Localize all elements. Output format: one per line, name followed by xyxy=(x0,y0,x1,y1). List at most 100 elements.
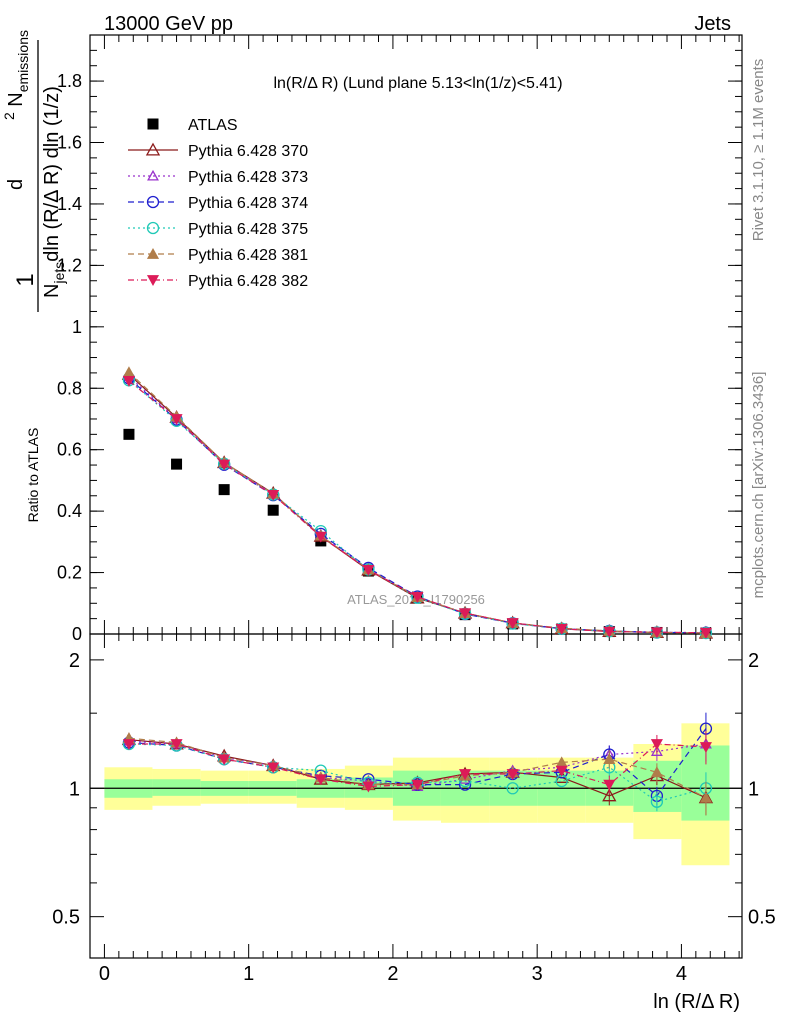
ratio-y-tick-label-right: 1 xyxy=(748,778,759,800)
legend-entry: ATLAS xyxy=(147,117,238,134)
data-point xyxy=(650,627,663,639)
y-tick-label: 0.8 xyxy=(57,378,82,398)
x-tick-label: 3 xyxy=(532,963,543,985)
ratio-y-tick-label-right: 0.5 xyxy=(748,907,776,929)
ratio-point xyxy=(506,782,519,795)
ratio-y-tick-label: 0.5 xyxy=(52,907,80,929)
legend-label: Pythia 6.428 375 xyxy=(188,221,308,238)
data-point xyxy=(603,626,616,638)
x-axis-label: ln (R/Δ R) xyxy=(653,991,740,1013)
legend-marker xyxy=(147,118,159,130)
ratio-y-tick-label: 1 xyxy=(69,778,80,800)
ratio-point xyxy=(650,739,663,751)
ratio-series-layer xyxy=(121,712,714,816)
y-tick-label: 1.2 xyxy=(57,255,82,275)
ratio-bands xyxy=(90,723,742,866)
ratio-point xyxy=(506,769,519,781)
legend-marker xyxy=(146,195,160,209)
y-axis-label-numerator: 2 Nemissionsd xyxy=(1,30,31,190)
legend-entry: Pythia 6.428 382 xyxy=(128,273,308,290)
y-tick-label: 0 xyxy=(72,624,82,644)
plot-title: ln(R/Δ R) (Lund plane 5.13<ln(1/z)<5.41) xyxy=(273,75,562,92)
ratio-point xyxy=(218,754,231,766)
ratio-point xyxy=(603,753,616,765)
legend-marker xyxy=(147,169,159,181)
y-axis-label: 1 Njetsdln (R/Δ R) dln (1/z) 2 Nemission… xyxy=(1,30,67,312)
ratio-y-tick-label: 2 xyxy=(69,650,80,672)
legend-label: Pythia 6.428 374 xyxy=(188,195,308,212)
ratio-point xyxy=(650,766,663,778)
axes: 0 0.2 0.4 0.6 0.8 1 1.2 1.4 1.6 1.8 0.5 0.5 1 1 2 2 0 1 2 3… xyxy=(52,35,776,985)
ratio-point xyxy=(603,779,616,791)
legend-label: Pythia 6.428 382 xyxy=(188,273,308,290)
ratio-panel xyxy=(89,633,743,959)
legend-marker xyxy=(146,247,160,259)
legend-marker xyxy=(146,275,160,287)
ratio-point xyxy=(362,781,375,793)
legend-label: Pythia 6.428 370 xyxy=(188,143,308,160)
ratio-point xyxy=(602,788,617,802)
ratio-series-5 xyxy=(122,730,712,795)
legend-label: ATLAS xyxy=(188,117,238,134)
ratio-point xyxy=(699,742,712,753)
legend-entry: Pythia 6.428 381 xyxy=(128,247,308,264)
legend-entry: Pythia 6.428 375 xyxy=(128,221,308,238)
series-6 xyxy=(122,376,712,639)
legend-entry: Pythia 6.428 374 xyxy=(128,195,308,212)
legend-marker xyxy=(145,142,161,156)
legend-entry: Pythia 6.428 373 xyxy=(128,169,308,186)
data-point xyxy=(314,531,327,543)
ratio-frame xyxy=(89,633,743,959)
data-point xyxy=(555,623,568,635)
y-tick-label: 1.6 xyxy=(57,133,82,153)
legend-label: Pythia 6.428 381 xyxy=(188,247,308,264)
ratio-y-tick-label-right: 2 xyxy=(748,650,759,672)
data-point xyxy=(218,484,230,496)
rivet-label: Rivet 3.1.10, ≥ 1.1M events xyxy=(750,59,767,242)
ratio-point xyxy=(314,774,327,786)
ratio-point xyxy=(555,756,568,768)
legend-label: Pythia 6.428 373 xyxy=(188,169,308,186)
y-axis-label-one: 1 xyxy=(12,273,39,286)
band-inner xyxy=(152,779,201,796)
y-tick-label: 0.6 xyxy=(57,440,82,460)
ratio-point xyxy=(555,765,568,777)
legend-entry: Pythia 6.428 370 xyxy=(128,142,308,160)
ratio-point xyxy=(122,739,135,751)
ratio-point xyxy=(267,762,280,774)
x-tick-label: 4 xyxy=(676,963,687,985)
data-point xyxy=(171,458,183,470)
series-layer xyxy=(121,366,714,640)
y-tick-label: 0.2 xyxy=(57,563,82,583)
ratio-point xyxy=(650,795,664,808)
ratio-point xyxy=(170,739,183,751)
y-tick-label: 1 xyxy=(72,317,82,337)
ratio-point xyxy=(699,791,712,803)
y-tick-label: 1.8 xyxy=(57,71,82,91)
data-point xyxy=(170,414,183,426)
ratio-point xyxy=(650,745,663,756)
x-tick-label: 0 xyxy=(99,963,110,985)
data-point xyxy=(362,564,375,576)
ratio-point xyxy=(411,779,424,791)
data-point xyxy=(218,459,231,471)
mcplots-label: mcplots.cern.ch [arXiv:1306.3436] xyxy=(750,372,767,599)
ratio-y-label: Ratio to ATLAS xyxy=(25,428,41,523)
y-tick-label: 0.4 xyxy=(57,501,82,521)
data-point xyxy=(267,504,279,516)
data-point xyxy=(411,591,424,603)
legend-marker xyxy=(146,221,160,235)
data-point xyxy=(122,366,135,378)
header-left: 13000 GeV pp xyxy=(104,13,233,35)
data-point xyxy=(699,627,712,639)
x-tick-label: 2 xyxy=(387,963,398,985)
data-point xyxy=(123,428,135,440)
ratio-point xyxy=(458,769,472,781)
y-axis-label-denominator: Njetsdln (R/Δ R) dln (1/z) xyxy=(41,86,67,298)
legend: ATLAS Pythia 6.428 370 Pythia 6.428 373 Pyt… xyxy=(128,117,308,290)
x-tick-label: 1 xyxy=(243,963,254,985)
data-point xyxy=(267,490,280,501)
header-right: Jets xyxy=(694,13,731,35)
y-tick-label: 1.4 xyxy=(57,194,82,214)
